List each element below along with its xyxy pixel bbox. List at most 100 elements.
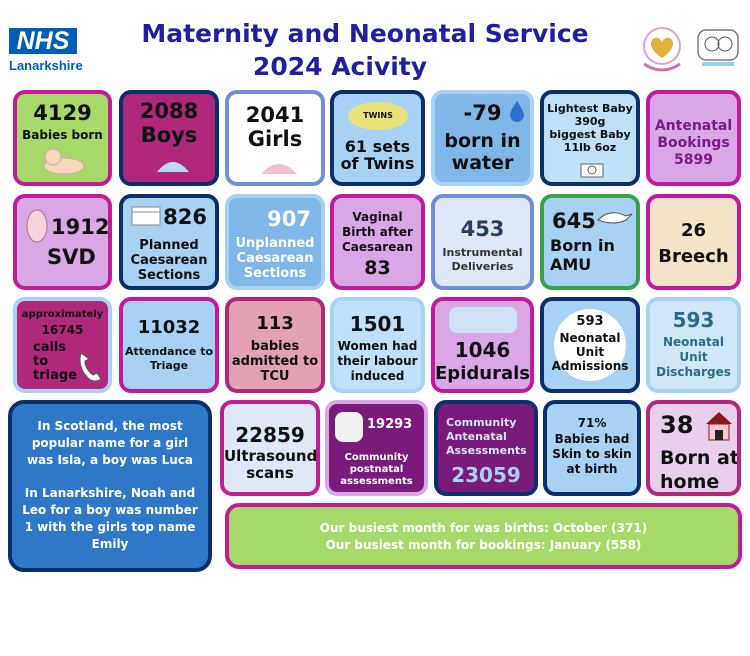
babies-born-label: Babies born [22,128,103,142]
tcu-value: 113 [256,313,294,334]
nhs-logo-area: Lanarkshire [9,58,83,73]
nhs-logo: NHS [9,28,77,54]
busiest-line2: Our busiest month for bookings: January … [325,538,642,552]
induced-value: 1501 [349,312,406,336]
instrumental-label: Instrumental Deliveries [442,246,523,273]
triage-calls-label: calls to triage [33,340,77,383]
antenatal-assess-value: 23059 [451,463,521,487]
hospital-bed-icon [449,307,517,333]
page-title: Maternity and Neonatal Service [141,19,589,48]
tile-induced: 1501 Women had their labour induced [330,297,425,393]
phone-icon [79,352,102,382]
tile-water: -79 born in water [431,90,534,186]
tile-antenatal-assessments: Community Antenatal Assessments 23059 [434,400,538,496]
antenatal-bookings-label: Antenatal Bookings [654,118,733,151]
scale-icon [580,163,604,178]
baby-icon [43,148,85,175]
svd-value: 1912 [51,215,110,239]
postnatal-label: Community postnatal assessments [340,452,413,487]
tile-postnatal: 19293 Community postnatal assessments [325,400,428,496]
nnu-circle-bg [554,309,626,381]
pregnancy-icon [26,209,48,243]
nnu-discharges-label: Neonatal Unit Discharges [656,335,731,379]
induced-label: Women had their labour induced [337,339,418,383]
tile-amu: 645 Born in AMU [540,194,640,290]
girls-value: 2041 [245,103,305,127]
nnu-discharges-value: 593 [672,308,715,332]
tile-instrumental: 453 Instrumental Deliveries [431,194,534,290]
antenatal-bookings-value: 5899 [674,152,713,168]
ultrasound-label: Ultrasound scans [224,447,318,482]
nnu-admissions-label: Neonatal Unit Admissions [551,331,629,373]
vbac-value: 83 [364,257,391,279]
tile-twins: TWINS 61 sets of Twins [330,90,425,186]
ultrasound-value: 22859 [235,423,305,447]
instrumental-value: 453 [460,217,505,241]
home-label: Born at home [660,447,739,493]
postnatal-value: 19293 [367,417,413,432]
unplanned-cs-label: Unplanned Caesarean Sections [235,236,315,281]
tile-planned-cs: 826 Planned Caesarean Sections [119,194,219,290]
planned-cs-value: 826 [163,205,207,229]
triage-attendance-label: Attendance to Triage [124,345,214,372]
tile-babies-born: 4129 Babies born [13,90,112,186]
names-para2: In Lanarkshire, Noah and Leo for a boy w… [22,486,198,551]
house-icon [706,412,732,441]
postnatal-photo-icon [335,412,363,442]
weights-line2: 390g [574,115,606,128]
svd-label: SVD [47,245,96,269]
page-subtitle: 2024 Acivity [252,52,428,81]
stork-icon [597,212,633,224]
twins-label: of Twins [340,154,415,173]
babies-born-value: 4129 [33,101,92,125]
tile-busiest-months: Our busiest month for was births: Octobe… [225,503,742,569]
antenatal-assess-label: Community Antenatal Assessments [446,416,527,457]
tile-breech: 26 Breech [646,194,741,290]
boys-value: 2088 [139,99,199,123]
boy-icon [157,162,189,172]
triage-attendance-value: 11032 [137,317,201,338]
tile-svd: 1912 SVD [13,194,112,290]
skin-line2: Babies had Skin to skin at birth [552,432,632,476]
tile-unplanned-cs: 907 Unplanned Caesarean Sections [225,194,325,290]
nnu-admissions-value: 593 [576,314,604,329]
tile-born-at-home: 38 Born at home [646,400,741,496]
tile-nnu-discharges: 593 Neonatal Unit Discharges [646,297,741,393]
logo-emblems [634,24,692,76]
girls-label: Girls [247,127,303,151]
epidurals-label: Epidurals [435,363,530,384]
water-drop-icon [510,101,524,122]
tile-triage-attendance: 11032 Attendance to Triage [119,297,219,393]
unplanned-cs-value: 907 [267,207,311,231]
triage-calls-prefix: approximately [21,309,104,320]
calendar-icon [131,206,161,226]
tile-nnu-admissions: 593 Neonatal Unit Admissions [540,297,640,393]
busiest-line1: Our busiest month for was births: Octobe… [319,521,648,535]
water-label: born in water [444,130,521,174]
tile-boys: 2088 Boys [119,90,219,186]
twins-icon: TWINS [348,102,408,130]
triage-calls-value: 16745 [41,323,84,337]
tile-skin-to-skin: 71% Babies had Skin to skin at birth [543,400,641,496]
tile-vbac: Vaginal Birth after Caesarean 83 [330,194,425,290]
boys-label: Boys [140,123,198,147]
tile-triage-calls: approximately 16745 calls to triage [13,297,112,393]
tile-girls: 2041 Girls [225,90,325,186]
weights-line3: biggest Baby [549,128,631,141]
breech-label: Breech [658,246,729,267]
skin-line1: 71% [577,416,607,430]
tile-antenatal-bookings: Antenatal Bookings 5899 [646,90,741,186]
girl-icon [261,164,297,174]
tile-epidurals: 1046 Epidurals [431,297,534,393]
epidurals-value: 1046 [454,338,511,362]
emblem-icon [692,22,744,70]
amu-value: 645 [552,209,596,233]
breech-value: 26 [680,220,707,241]
tile-ultrasound: 22859 Ultrasound scans [220,400,320,496]
tile-tcu: 113 babies admitted to TCU [225,297,325,393]
tcu-label: babies admitted to TCU [231,339,319,384]
planned-cs-label: Planned Caesarean Sections [130,238,208,283]
twins-value: 61 sets [344,137,411,156]
tile-popular-names: In Scotland, the most popular name for a… [8,400,212,572]
water-value: -79 [463,101,502,125]
